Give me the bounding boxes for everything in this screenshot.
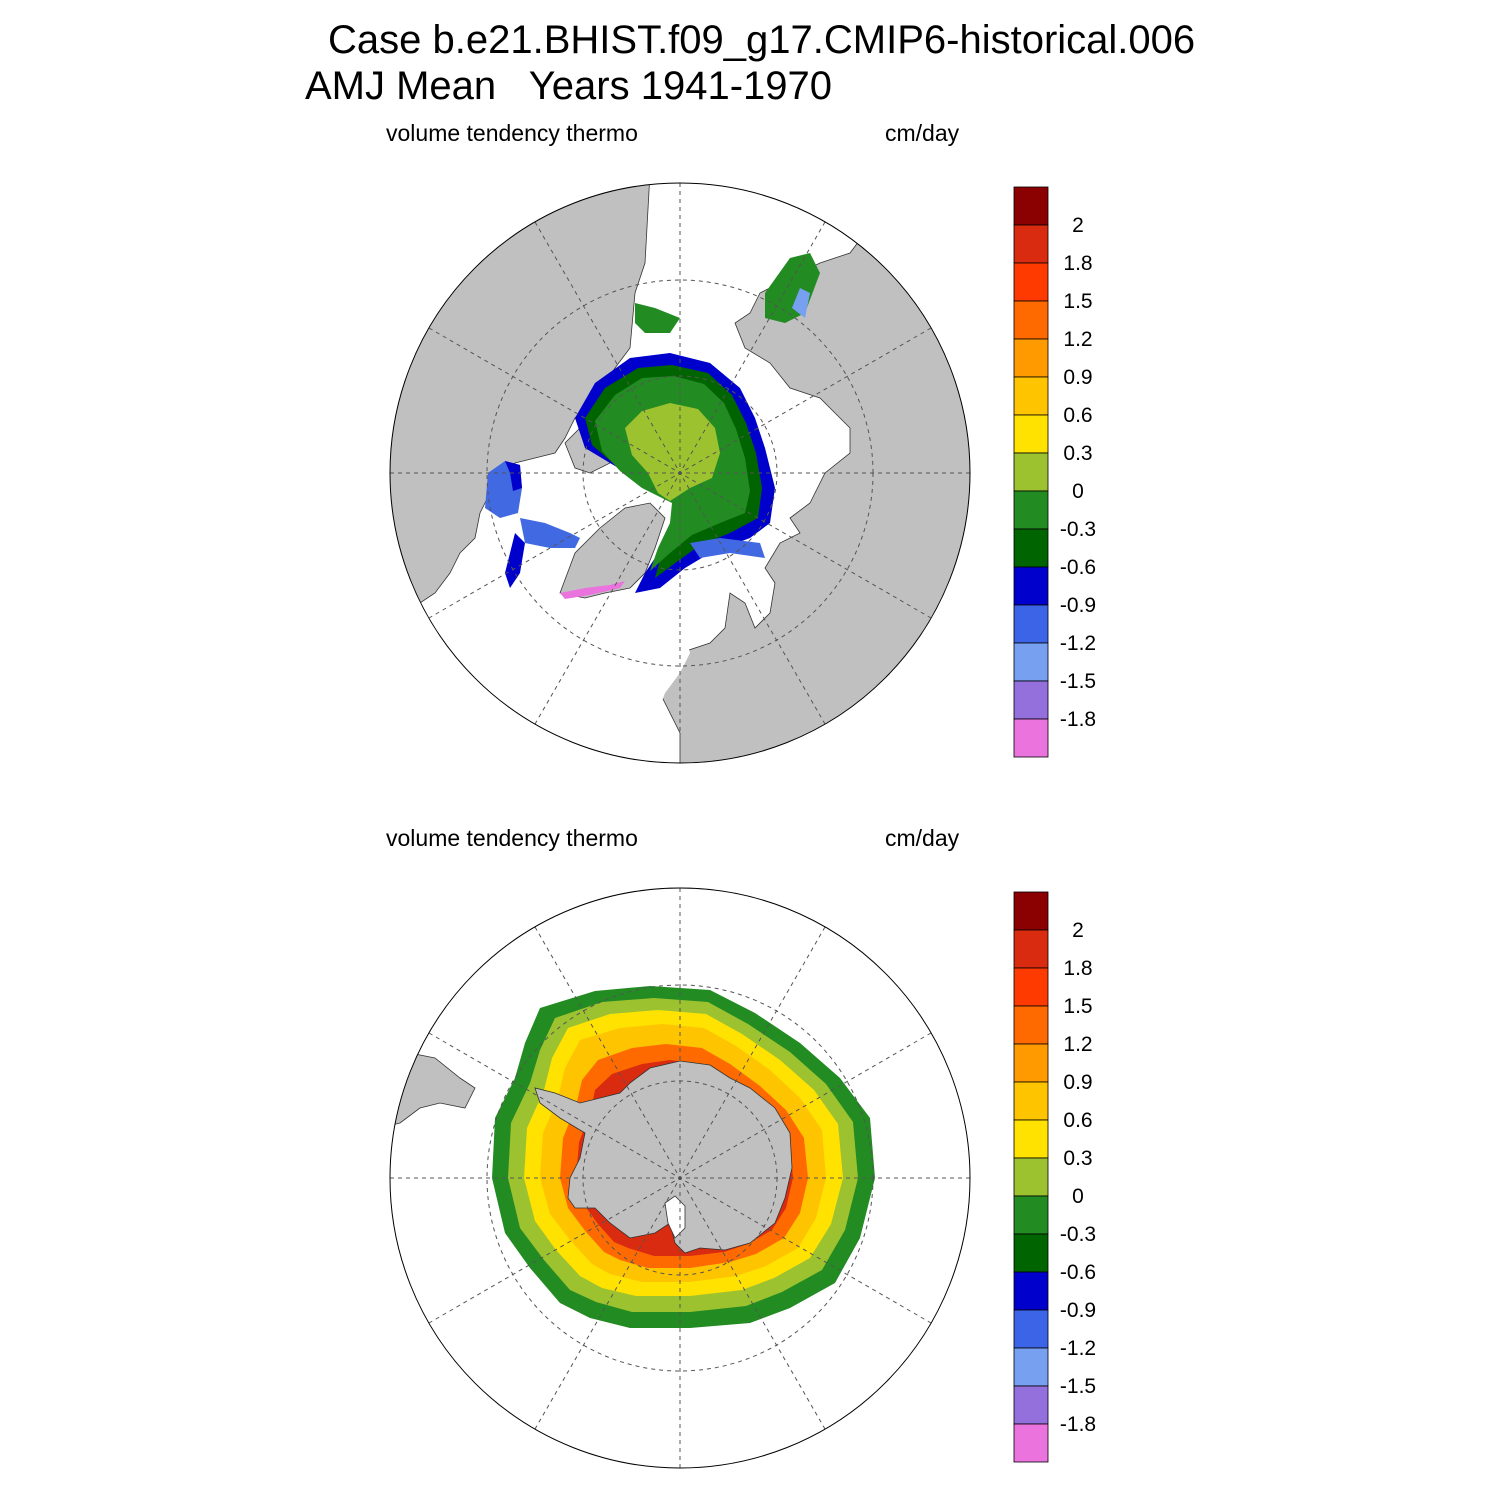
north-colorbar-label: -0.3	[1060, 518, 1096, 541]
north-colorbar-box	[1013, 376, 1049, 416]
north-colorbar-label: 0	[1072, 480, 1084, 503]
north-colorbar-box	[1013, 718, 1049, 758]
north-colorbar-box	[1013, 414, 1049, 454]
north-greenland-coast-ice	[560, 581, 625, 599]
north-land-greenland	[559, 502, 666, 599]
south-colorbar-box	[1013, 1233, 1049, 1273]
north-barents-ice	[690, 538, 765, 558]
north-land-eurasia	[659, 183, 970, 763]
south-colorbar-box	[1013, 1081, 1049, 1121]
south-colorbar-box	[1013, 1005, 1049, 1045]
north-colorbar-box	[1013, 566, 1049, 606]
north-colorbar: 2 1.8 1.5 1.2 0.9 0.6 0.3 0 -0.3 -0.6 -0.9 -1.2 -1.5…	[1013, 186, 1096, 758]
north-bering-ice-edge	[792, 288, 810, 318]
figure-title-line1: Case b.e21.BHIST.f09_g17.CMIP6-historica…	[328, 18, 1196, 62]
north-colorbar-label: -0.6	[1060, 556, 1096, 579]
south-colorbar-label: -1.8	[1060, 1413, 1096, 1436]
north-colorbar-label: -1.5	[1060, 670, 1096, 693]
north-colorbar-box	[1013, 604, 1049, 644]
north-left-label: volume tendency thermo	[386, 120, 638, 146]
south-colorbar-box	[1013, 1423, 1049, 1463]
south-polar-map	[389, 887, 971, 1469]
north-hudson-bay-edge	[505, 461, 522, 491]
north-land-europe-white-gap	[590, 603, 690, 763]
north-graticule	[390, 183, 970, 763]
north-colorbar-box	[1013, 300, 1049, 340]
north-colorbar-box	[1013, 452, 1049, 492]
south-colorbar-box	[1013, 929, 1049, 969]
north-colorbar-label: 1.2	[1063, 328, 1092, 351]
south-colorbar-box	[1013, 1195, 1049, 1235]
south-land-antarctica	[534, 1060, 793, 1254]
south-colorbar-label: 0.3	[1063, 1147, 1092, 1170]
south-colorbar-label: -1.2	[1060, 1337, 1096, 1360]
south-colorbar-box	[1013, 891, 1049, 931]
north-colorbar-label: 0.6	[1063, 404, 1092, 427]
north-labrador-edge	[505, 533, 525, 588]
north-colorbar-label: -1.2	[1060, 632, 1096, 655]
north-polar-map	[389, 182, 971, 764]
north-colorbar-box	[1013, 680, 1049, 720]
north-colorbar-label: 0.9	[1063, 366, 1092, 389]
north-labrador-ice	[520, 518, 580, 548]
south-units-label: cm/day	[885, 825, 960, 851]
north-colorbar-label: 1.8	[1063, 252, 1092, 275]
north-colorbar-box	[1013, 224, 1049, 264]
north-colorbar-box	[1013, 642, 1049, 682]
north-colorbar-box	[1013, 490, 1049, 530]
north-colorbar-label: -1.8	[1060, 708, 1096, 731]
north-units-label: cm/day	[885, 120, 960, 146]
south-colorbar-label: 1.8	[1063, 957, 1092, 980]
south-colorbar-label: -0.9	[1060, 1299, 1096, 1322]
south-colorbar: 2 1.8 1.5 1.2 0.9 0.6 0.3 0 -0.3 -0.6 -0.9 -1.2 -1.5…	[1013, 891, 1096, 1463]
south-colorbar-label: -1.5	[1060, 1375, 1096, 1398]
north-colorbar-label: -0.9	[1060, 594, 1096, 617]
north-colorbar-box	[1013, 338, 1049, 378]
south-colorbar-label: 1.2	[1063, 1033, 1092, 1056]
north-arctic-center	[625, 403, 720, 501]
south-colorbar-box	[1013, 1271, 1049, 1311]
south-colorbar-box	[1013, 1157, 1049, 1197]
south-colorbar-box	[1013, 1385, 1049, 1425]
south-colorbar-box	[1013, 1309, 1049, 1349]
south-colorbar-label: 2	[1072, 919, 1084, 942]
south-colorbar-label: 1.5	[1063, 995, 1092, 1018]
north-colorbar-label: 1.5	[1063, 290, 1092, 313]
south-colorbar-box	[1013, 967, 1049, 1007]
south-colorbar-label: 0	[1072, 1185, 1084, 1208]
south-colorbar-box	[1013, 1043, 1049, 1083]
figure-title-line2: AMJ Mean Years 1941-1970	[305, 64, 833, 108]
north-okhotsk-ice	[635, 303, 680, 333]
north-colorbar-label: 0.3	[1063, 442, 1092, 465]
south-colorbar-label: 0.9	[1063, 1071, 1092, 1094]
south-colorbar-box	[1013, 1347, 1049, 1387]
south-colorbar-box	[1013, 1119, 1049, 1159]
south-colorbar-label: -0.6	[1060, 1261, 1096, 1284]
south-colorbar-label: -0.3	[1060, 1223, 1096, 1246]
south-colorbar-label: 0.6	[1063, 1109, 1092, 1132]
north-map-border	[389, 182, 971, 764]
north-colorbar-box	[1013, 262, 1049, 302]
south-graticule	[390, 888, 970, 1468]
south-map-border	[389, 887, 971, 1469]
north-colorbar-box	[1013, 528, 1049, 568]
south-left-label: volume tendency thermo	[386, 825, 638, 851]
north-colorbar-box	[1013, 186, 1049, 226]
north-colorbar-label: 2	[1072, 214, 1084, 237]
